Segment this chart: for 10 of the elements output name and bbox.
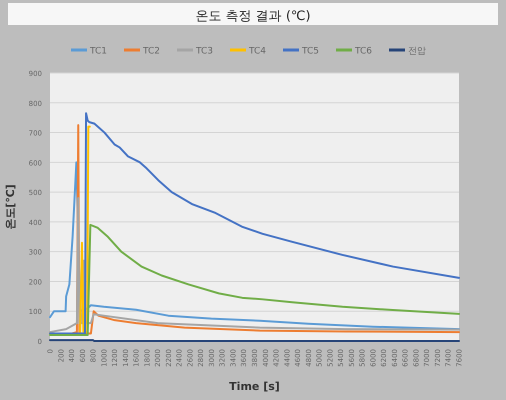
y-axis-title: 온도[℃] — [4, 184, 17, 230]
legend-label: TC5 — [301, 46, 319, 56]
x-axis-title: Time [s] — [229, 380, 280, 393]
legend-label: TC1 — [89, 46, 107, 56]
legend-label: TC4 — [248, 46, 266, 56]
legend-label: TC6 — [354, 46, 372, 56]
legend-label: 전압 — [408, 46, 426, 56]
legend-label: TC3 — [195, 46, 213, 56]
title: 온도 측정 결과 (℃) — [195, 9, 311, 24]
legend-label: TC2 — [142, 46, 160, 56]
